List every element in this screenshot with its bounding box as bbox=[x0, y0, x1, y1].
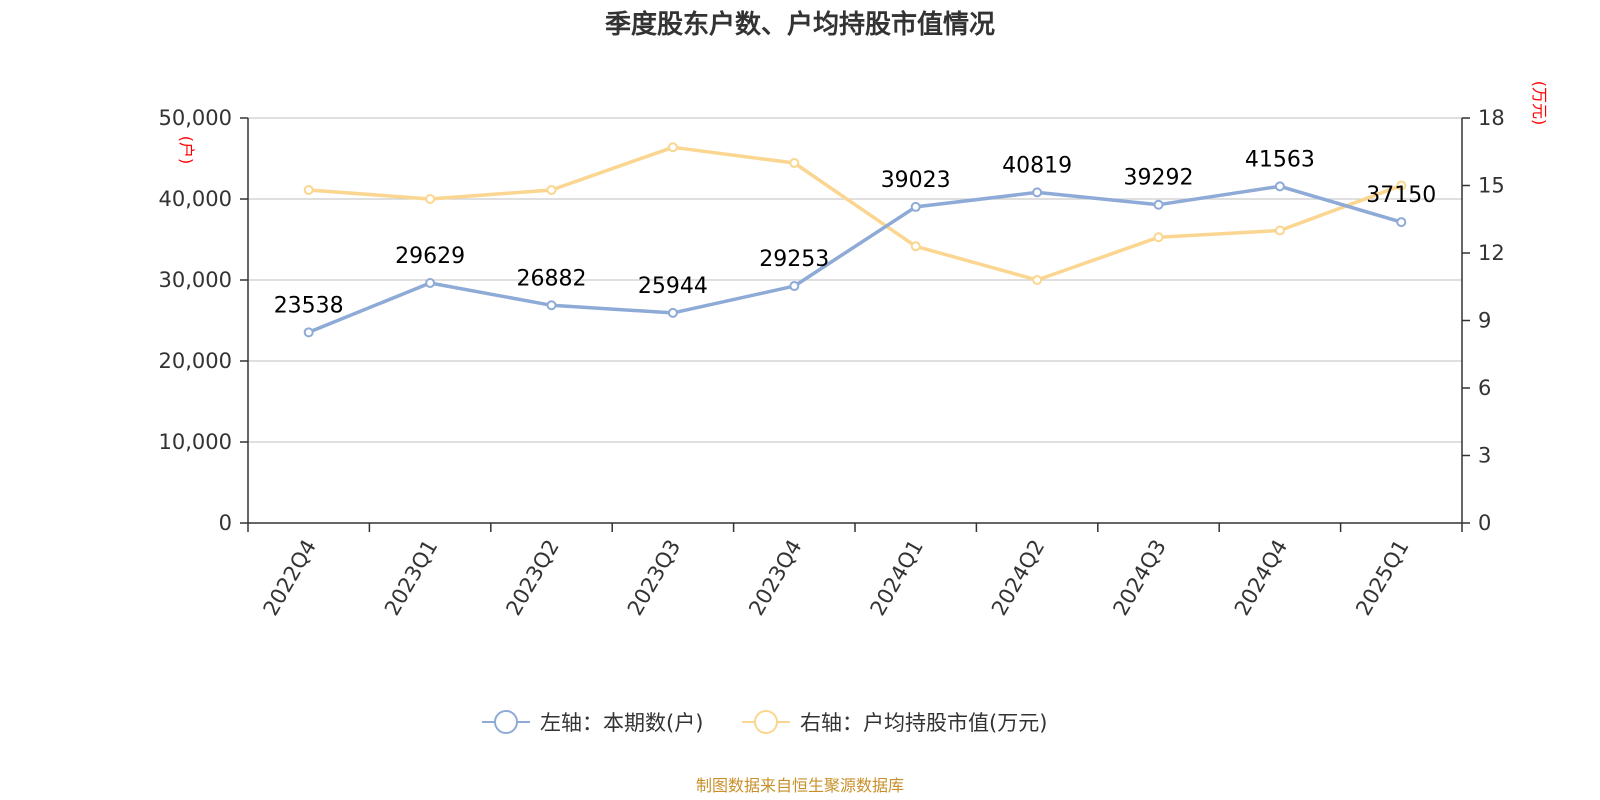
series-point-left bbox=[1153, 199, 1164, 210]
legend[interactable]: 左轴：本期数(户) 右轴：户均持股市值(万元) bbox=[482, 710, 1047, 735]
left-axis-tick-label: 10,000 bbox=[159, 430, 232, 454]
x-axis-tick-label: 2024Q3 bbox=[1108, 536, 1170, 620]
data-label: 41563 bbox=[1245, 147, 1315, 172]
source-note: 制图数据来自恒生聚源数据库 bbox=[696, 776, 904, 795]
legend-marker bbox=[754, 710, 778, 734]
right-axis-tick-label: 12 bbox=[1478, 241, 1505, 265]
data-labels: 23538 29629 26882 25944 29253 39023 40819 39292… bbox=[274, 147, 1437, 318]
series-point-right bbox=[667, 142, 678, 153]
left-axis-tick-label: 30,000 bbox=[159, 268, 232, 292]
series-point-left bbox=[1032, 187, 1043, 198]
x-axis-tick-label: 2022Q4 bbox=[259, 536, 321, 620]
series-point-right bbox=[546, 185, 557, 195]
data-label: 40819 bbox=[1002, 153, 1072, 178]
series-line-right bbox=[308, 145, 1402, 282]
legend-label: 右轴：户均持股市值(万元) bbox=[800, 711, 1047, 735]
right-axis-unit: (万元) bbox=[1530, 81, 1549, 126]
x-axis-tick-label: 2024Q2 bbox=[987, 536, 1049, 620]
series-line-left bbox=[308, 184, 1402, 334]
series-point-right bbox=[1274, 225, 1285, 236]
series-point-left bbox=[546, 300, 557, 311]
legend-item[interactable]: 左轴：本期数(户) bbox=[482, 710, 703, 735]
data-label: 39023 bbox=[881, 168, 951, 193]
data-label: 37150 bbox=[1366, 183, 1436, 208]
left-axis-tick-label: 20,000 bbox=[159, 349, 232, 373]
x-axis-tick-label: 2025Q1 bbox=[1351, 536, 1413, 620]
data-label: 23538 bbox=[274, 293, 344, 318]
series-points bbox=[303, 142, 1407, 338]
series-point-right bbox=[1032, 275, 1043, 285]
left-axis-tick-label: 0 bbox=[219, 511, 232, 535]
right-axis-tick-label: 3 bbox=[1478, 444, 1491, 468]
legend-marker bbox=[494, 710, 518, 734]
x-axis-tick-label: 2023Q3 bbox=[623, 536, 685, 620]
axes: 0 10,000 20,000 30,000 40,000 50,000 0 3 6 9 12 15 1… bbox=[159, 106, 1505, 620]
series-point-left bbox=[425, 278, 436, 289]
legend-item[interactable]: 右轴：户均持股市值(万元) bbox=[742, 710, 1047, 735]
x-axis-tick-label: 2023Q4 bbox=[744, 536, 806, 620]
series-point-left bbox=[303, 327, 314, 338]
series-point-right bbox=[910, 241, 921, 252]
data-label: 29253 bbox=[759, 247, 829, 272]
series-point-right bbox=[1396, 180, 1407, 191]
x-axis-tick-label: 2023Q2 bbox=[501, 536, 563, 620]
right-axis-tick-label: 6 bbox=[1478, 376, 1491, 400]
series-point-right bbox=[1153, 232, 1164, 243]
x-axis-tick-label: 2023Q1 bbox=[380, 536, 442, 620]
series-point-left bbox=[910, 201, 921, 212]
series-point-right bbox=[425, 194, 436, 204]
right-axis-tick-label: 15 bbox=[1478, 174, 1505, 198]
series-point-left bbox=[667, 307, 678, 318]
series-lines bbox=[308, 145, 1402, 334]
series-point-right bbox=[303, 185, 314, 195]
chart-title: 季度股东户数、户均持股市值情况 bbox=[605, 9, 995, 40]
legend-label: 左轴：本期数(户) bbox=[540, 711, 703, 735]
series-point-left bbox=[1396, 217, 1407, 228]
series-point-right bbox=[789, 158, 800, 168]
x-axis-tick-label: 2024Q4 bbox=[1230, 536, 1292, 620]
left-axis-tick-label: 50,000 bbox=[159, 106, 232, 130]
series-point-left bbox=[1274, 181, 1285, 192]
left-axis-unit: (户) bbox=[177, 136, 196, 165]
right-axis-tick-label: 0 bbox=[1478, 511, 1491, 535]
x-axis-tick-label: 2024Q1 bbox=[866, 536, 928, 620]
left-axis-tick-label: 40,000 bbox=[159, 187, 232, 211]
data-label: 29629 bbox=[395, 244, 465, 269]
data-label: 26882 bbox=[517, 266, 587, 291]
data-label: 25944 bbox=[638, 274, 708, 299]
right-axis-tick-label: 9 bbox=[1478, 309, 1491, 333]
data-label: 39292 bbox=[1124, 166, 1194, 191]
series-point-left bbox=[789, 281, 800, 292]
right-axis-tick-label: 18 bbox=[1478, 106, 1505, 130]
